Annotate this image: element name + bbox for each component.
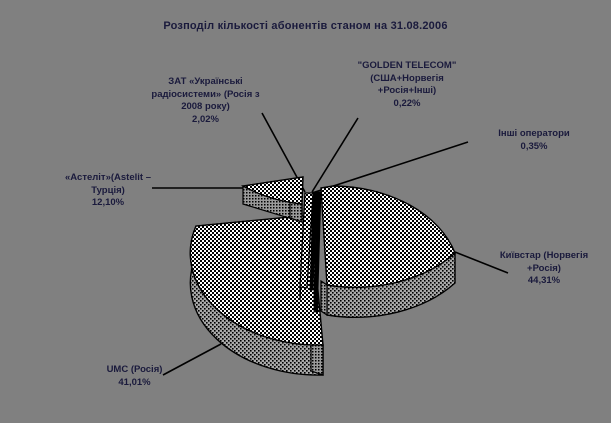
pie-slice-umc [189, 214, 324, 376]
pie-slice-kyivstar [320, 185, 456, 318]
urs-label-percent: 2,02% [192, 113, 219, 125]
slice-label-urs: ЗАТ «Українські радіосистеми» (Росія з 2… [118, 76, 293, 126]
astelit-label-line2: Турція) [91, 184, 125, 196]
golden-label-line1: "GOLDEN TELECOM" [357, 60, 457, 71]
golden-label-percent: 0,22% [393, 97, 421, 109]
urs-label-line1: ЗАТ «Українські [168, 76, 243, 87]
slice-label-astelit: «Астеліт»(Astelit – Турція) 12,10% [38, 172, 178, 210]
pie-slice-astelit [240, 176, 304, 223]
slice-label-kyivstar: Київстар (Норвегія +Росія) 44,31% [482, 250, 606, 288]
slice-label-umc: UMC (Росія) 41,01% [72, 364, 197, 389]
leader-lines [152, 112, 509, 376]
astelit-label-percent: 12,10% [91, 197, 125, 208]
slice-label-other-operators: Інші оператори 0,35% [470, 128, 598, 153]
golden-label-line2: (США+Норвегія [370, 72, 444, 84]
pie-slice-golden-telecom [309, 191, 318, 291]
other-label-percent: 0,35% [520, 140, 548, 152]
kyivstar-label-line2: +Росія) [527, 262, 561, 274]
slice-label-golden-telecom: "GOLDEN TELECOM" (США+Норвегія +Росія+Ін… [337, 60, 477, 110]
umc-label-percent: 41,01% [118, 376, 151, 388]
kyivstar-label-percent: 44,31% [527, 275, 561, 286]
kyivstar-label-line1: Київстар (Норвегія [499, 250, 589, 261]
urs-label-line3: 2008 року) [181, 101, 230, 112]
urs-label-line2: радіосистеми» (Росія з [151, 88, 260, 100]
pie-slice-urs [299, 192, 314, 301]
other-label-line1: Інші оператори [498, 128, 570, 139]
chart-title: Розподіл кількості абонентів станом на 3… [163, 20, 448, 32]
pie-slice-other-operators [313, 191, 322, 313]
astelit-label-line1: «Астеліт»(Astelit – [65, 172, 151, 183]
umc-label-line1: UMC (Росія) [106, 364, 163, 375]
golden-label-line3: +Росія+Інші) [377, 85, 437, 96]
